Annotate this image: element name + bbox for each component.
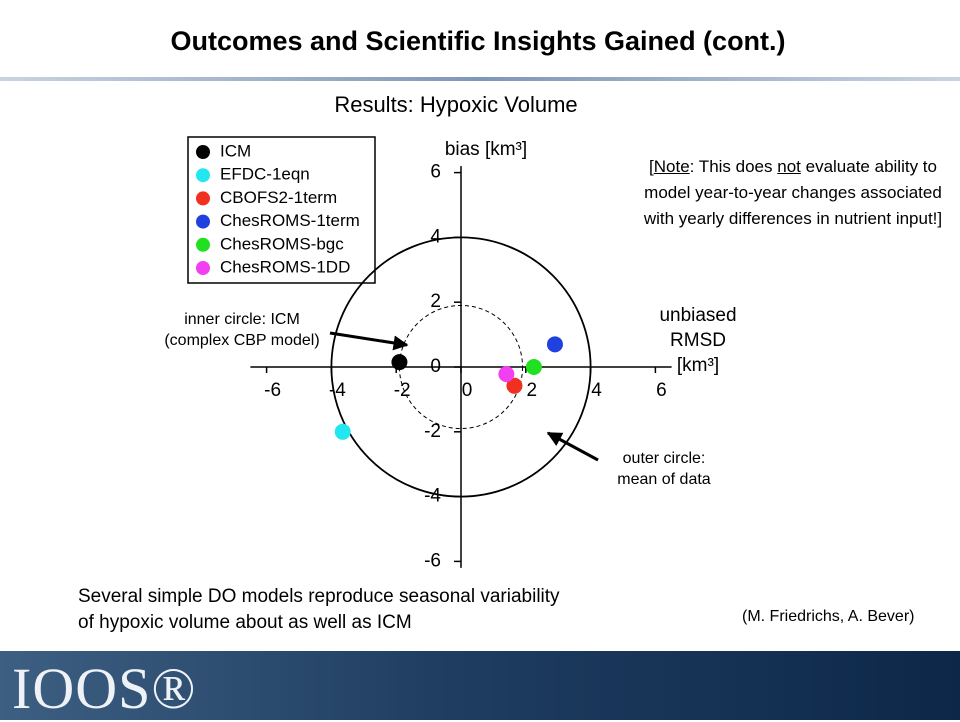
y-tick-label: -2 — [424, 421, 441, 442]
slide-title: Outcomes and Scientific Insights Gained … — [170, 26, 785, 56]
note-text: not — [777, 157, 801, 176]
x-tick-label: 6 — [656, 380, 667, 401]
text-line: Several simple DO models reproduce seaso… — [78, 586, 560, 607]
note: [Note: This does not evaluate ability to… — [636, 154, 950, 232]
x-tick-label: -6 — [264, 380, 281, 401]
legend-label: ChesROMS-bgc — [220, 234, 344, 253]
y-tick-label: 6 — [430, 162, 441, 183]
x-axis-label: [km³] — [677, 355, 719, 376]
reference-circle — [330, 236, 592, 498]
x-axis-label: RMSD — [670, 330, 726, 351]
legend-box — [187, 136, 376, 284]
legend-label: EFDC-1eqn — [220, 165, 310, 184]
y-tick-label: 4 — [430, 226, 441, 247]
legend-label: ChesROMS-1term — [220, 211, 360, 230]
note-text: : This does — [689, 157, 778, 176]
legend-marker — [196, 145, 210, 159]
y-tick-label: 2 — [430, 291, 441, 312]
point — [391, 354, 408, 371]
point — [525, 359, 542, 375]
x-tick-label: 4 — [591, 380, 602, 401]
point — [334, 423, 351, 440]
annotation: outer circle: — [623, 450, 706, 467]
annotation-arrow — [329, 331, 409, 351]
y-axis-label: bias [km³] — [445, 139, 527, 160]
title-rule — [0, 77, 960, 81]
legend-marker — [196, 237, 210, 252]
legend-marker — [196, 168, 210, 183]
logo: IOOS® — [12, 656, 197, 721]
annotation: inner circle: ICM — [184, 311, 300, 328]
legend-label: CBOFS2-1term — [220, 188, 337, 207]
legend-marker — [196, 191, 210, 206]
point — [506, 377, 523, 394]
point — [546, 336, 563, 353]
note-text: evaluate ability to model year-to-year c… — [643, 157, 943, 228]
chart-title: Results: Hypoxic Volume — [334, 92, 577, 117]
legend-label: ChesROMS-1DD — [220, 257, 350, 276]
legend-marker — [196, 214, 210, 229]
text-line: of hypoxic volume about as well as ICM — [78, 612, 412, 633]
point — [498, 366, 515, 383]
y-tick-label: 0 — [430, 356, 441, 377]
legend-label: ICM — [220, 141, 251, 160]
x-axis-label: unbiased — [659, 305, 736, 326]
legend-marker — [196, 261, 210, 275]
x-tick-label: 2 — [527, 380, 538, 401]
annotation: mean of data — [617, 471, 711, 488]
footer: IOOS® — [0, 651, 960, 721]
credit: (M. Friedrichs, A. Bever) — [742, 608, 915, 625]
y-tick-label: -4 — [424, 486, 441, 507]
annotation-arrow — [546, 431, 599, 462]
reference-circle — [398, 304, 524, 430]
y-tick-label: -6 — [424, 550, 441, 571]
x-tick-label: 0 — [462, 380, 473, 401]
x-tick-label: -2 — [394, 380, 411, 401]
note-text: [ — [649, 157, 654, 176]
note-text: Note — [653, 157, 690, 176]
annotation: (complex CBP model) — [164, 332, 319, 349]
bottom-text: Several simple DO models reproduce seaso… — [78, 584, 718, 636]
